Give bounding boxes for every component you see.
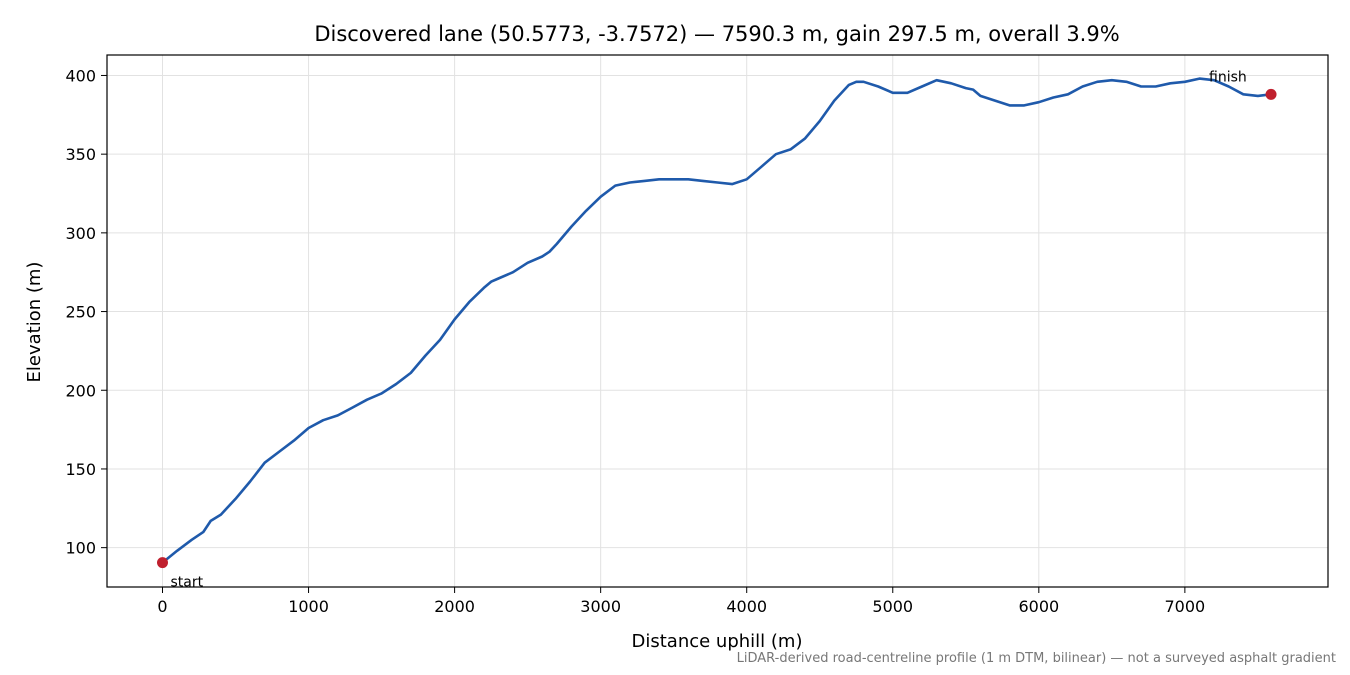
start-marker [157, 557, 168, 569]
x-tick-label: 2000 [434, 597, 475, 616]
chart-title: Discovered lane (50.5773, -3.7572) — 759… [314, 22, 1119, 46]
y-tick-label: 200 [65, 381, 96, 400]
plot-frame [106, 54, 1329, 588]
y-tick-label: 150 [65, 460, 96, 479]
x-tick-label: 4000 [726, 597, 767, 616]
y-tick-label: 350 [65, 145, 96, 164]
start-annotation: start [171, 575, 204, 591]
finish-marker [1265, 88, 1277, 100]
finish-annotation: finish [1209, 69, 1247, 85]
y-tick-label: 250 [65, 303, 96, 322]
x-tick-label: 0 [157, 597, 167, 616]
elevation-line [161, 77, 1273, 564]
x-tick-label: 7000 [1165, 597, 1206, 616]
x-tick-label: 5000 [872, 597, 913, 616]
x-axis-label: Distance uphill (m) [632, 631, 803, 652]
y-axis-label: Elevation (m) [24, 262, 45, 383]
y-tick-label: 300 [65, 224, 96, 243]
axis-ticks: 0 1000 2000 3000 4000 5000 6000 7000 100 150 200 25… [65, 66, 1205, 616]
plot-area: start finish [157, 69, 1277, 591]
y-tick-label: 400 [65, 66, 96, 85]
footnote: LiDAR-derived road-centreline profile (1… [736, 651, 1336, 666]
x-tick-label: 6000 [1018, 597, 1059, 616]
grid [107, 55, 1328, 587]
y-tick-label: 100 [65, 539, 96, 558]
x-tick-label: 1000 [288, 597, 329, 616]
x-tick-label: 3000 [580, 597, 621, 616]
